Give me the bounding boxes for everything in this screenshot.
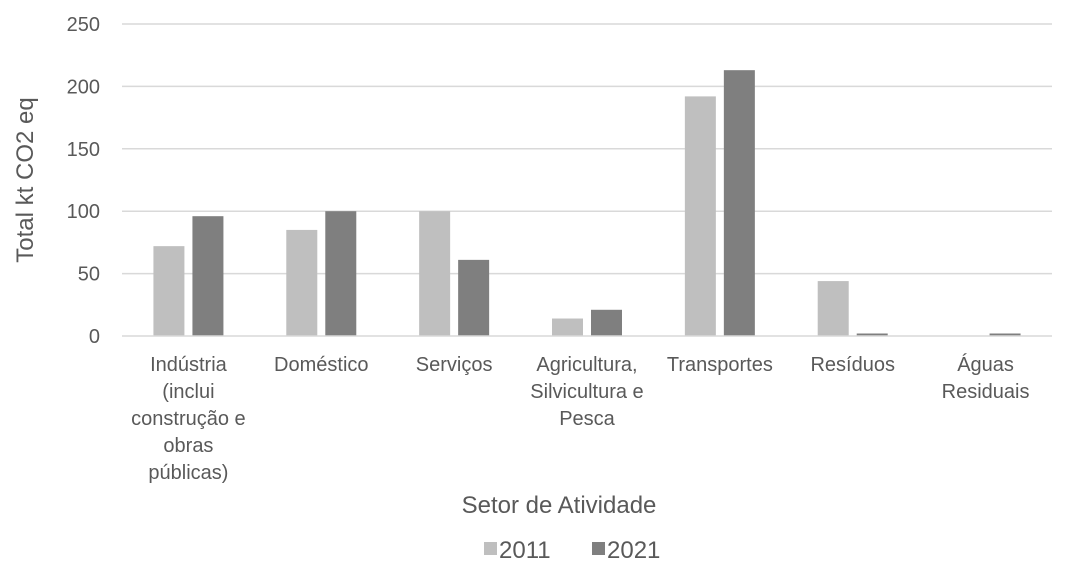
bar-2011 <box>684 96 716 336</box>
x-category-label: Transportes <box>667 354 773 376</box>
y-axis-ticks: 0 50 100 150 200 250 <box>67 14 100 348</box>
bar-2021 <box>723 70 755 337</box>
legend-label: 2021 <box>607 537 660 564</box>
bar-2011 <box>286 229 318 336</box>
bar-2021 <box>192 216 224 336</box>
gridlines <box>122 23 1052 275</box>
x-axis-categories: Indústria (inclui construção e obras pública… <box>131 353 1029 484</box>
legend-item: 2011 <box>484 537 551 564</box>
bar-2011 <box>419 211 451 336</box>
y-tick-label: 50 <box>78 264 100 286</box>
y-tick-label: 150 <box>67 139 100 161</box>
bars <box>153 70 1021 337</box>
legend: 2011 2021 <box>484 537 660 564</box>
y-tick-label: 0 <box>89 326 100 348</box>
bar-2021 <box>856 333 888 336</box>
bar-2011 <box>817 281 849 336</box>
bar-2021 <box>989 333 1021 336</box>
legend-swatch <box>592 542 605 555</box>
x-category-label: Resíduos <box>810 354 895 376</box>
y-axis-title: Total kt CO2 eq <box>12 97 39 262</box>
bar-2011 <box>552 318 583 336</box>
bar-2011 <box>153 246 185 336</box>
x-axis-title: Setor de Atividade <box>462 492 657 519</box>
bar-2021 <box>591 309 622 336</box>
x-category-label: Doméstico <box>274 354 368 376</box>
y-tick-label: 100 <box>67 201 100 223</box>
y-tick-label: 250 <box>67 14 100 36</box>
x-category-label: Indústria (inclui construção e obras pública… <box>131 354 246 484</box>
bar-2021 <box>325 211 357 336</box>
legend-label: 2011 <box>499 537 551 564</box>
legend-swatch <box>484 542 497 555</box>
x-category-label: Serviços <box>416 354 493 376</box>
legend-item: 2021 <box>592 537 660 564</box>
bar-2021 <box>458 259 490 336</box>
x-category-label: Agricultura, Silvicultura e Pesca <box>530 354 643 430</box>
x-category-label: Águas Residuais <box>942 353 1030 403</box>
y-tick-label: 200 <box>67 76 100 98</box>
